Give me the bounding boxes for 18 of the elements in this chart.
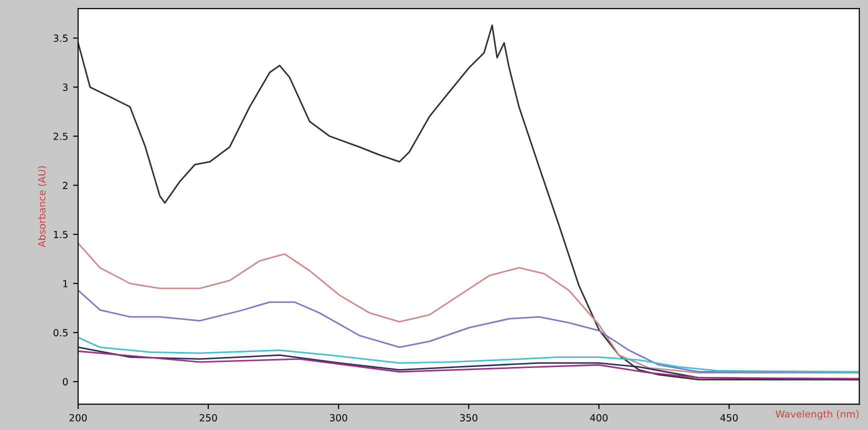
y-tick-label: 1 <box>63 280 68 288</box>
y-tick-label: 3.5 <box>54 34 68 42</box>
x-tick-label: 300 <box>330 414 348 422</box>
y-tick-label: 0.5 <box>54 329 68 336</box>
y-tick-label: 1.5 <box>54 230 68 238</box>
x-axis-title: Wavelength (nm) <box>776 410 858 420</box>
line-series <box>78 336 860 373</box>
y-tick-label: 2 <box>62 182 68 189</box>
x-tick-label: 400 <box>590 414 608 422</box>
y-tick-label: 2.5 <box>54 132 68 140</box>
y-axis-title: Absorbance (AU) <box>38 166 47 248</box>
x-tick-label: 350 <box>460 414 478 422</box>
x-tick-label: 200 <box>70 414 87 422</box>
line-series <box>78 242 860 374</box>
y-tick-label: 3 <box>62 84 68 91</box>
x-tick-label: 450 <box>720 414 738 422</box>
y-tick-label: 0 <box>62 378 68 386</box>
x-tick-label: 250 <box>200 414 217 422</box>
